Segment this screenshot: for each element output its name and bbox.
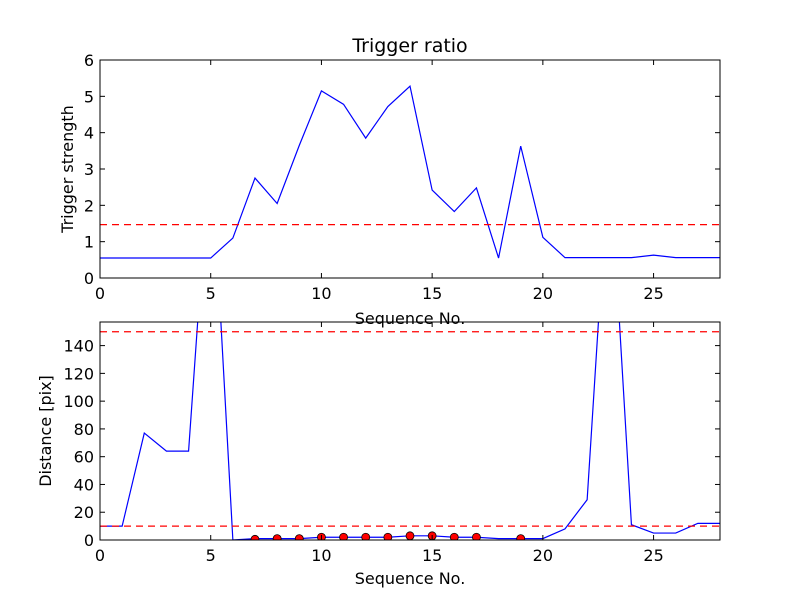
data-point bbox=[449, 532, 459, 540]
y-tick-label: 0 bbox=[84, 269, 94, 288]
data-point bbox=[361, 532, 371, 540]
series-line bbox=[100, 85, 720, 259]
plot-area bbox=[100, 322, 720, 540]
data-point bbox=[294, 534, 304, 540]
axes-frame bbox=[99, 321, 721, 541]
y-tick-label: 2 bbox=[84, 196, 94, 215]
x-tick-label: 5 bbox=[206, 284, 216, 303]
y-tick-label: 6 bbox=[84, 51, 94, 70]
x-tick-label: 20 bbox=[533, 546, 553, 565]
y-tick-label: 140 bbox=[63, 337, 94, 356]
y-tick-label: 40 bbox=[74, 475, 94, 494]
data-point bbox=[339, 532, 348, 540]
x-axis-label: Sequence No. bbox=[355, 309, 466, 328]
y-tick-label: 1 bbox=[84, 233, 94, 252]
x-tick-label: 0 bbox=[95, 546, 105, 565]
chart-title: Trigger ratio bbox=[351, 35, 467, 57]
x-tick-label: 15 bbox=[422, 546, 442, 565]
x-tick-label: 15 bbox=[422, 284, 442, 303]
y-tick-label: 3 bbox=[84, 160, 94, 179]
y-tick-label: 100 bbox=[63, 392, 94, 411]
y-axis-label: Distance [pix] bbox=[36, 375, 55, 487]
y-tick-label: 120 bbox=[63, 364, 94, 383]
y-tick-label: 60 bbox=[74, 448, 94, 467]
data-point bbox=[405, 531, 415, 540]
data-point bbox=[250, 534, 260, 540]
data-point bbox=[272, 534, 282, 540]
x-tick-label: 10 bbox=[311, 546, 331, 565]
y-axis-label: Trigger strength bbox=[58, 105, 77, 234]
x-tick-label: 25 bbox=[643, 546, 663, 565]
plot-area bbox=[100, 85, 720, 259]
y-tick-label: 4 bbox=[84, 124, 94, 143]
trigger-ratio-plot: Trigger ratio Sequence No. Trigger stren… bbox=[58, 35, 721, 328]
axes-frame bbox=[99, 59, 721, 279]
x-tick-label: 25 bbox=[643, 284, 663, 303]
data-point bbox=[516, 534, 526, 540]
y-tick-label: 5 bbox=[84, 87, 94, 106]
x-tick-label: 0 bbox=[95, 284, 105, 303]
y-tick-label: 0 bbox=[84, 531, 94, 550]
data-point bbox=[472, 532, 481, 540]
x-axis-label: Sequence No. bbox=[355, 569, 466, 588]
x-tick-label: 10 bbox=[311, 284, 331, 303]
y-tick-label: 20 bbox=[74, 503, 94, 522]
distance-plot: Sequence No. Distance [pix] 0 5 10 15 20 25 0 2… bbox=[36, 321, 721, 588]
series-line bbox=[100, 322, 720, 540]
data-point bbox=[383, 532, 393, 540]
x-tick-label: 5 bbox=[206, 546, 216, 565]
y-tick-label: 80 bbox=[74, 420, 94, 439]
x-tick-label: 20 bbox=[533, 284, 553, 303]
